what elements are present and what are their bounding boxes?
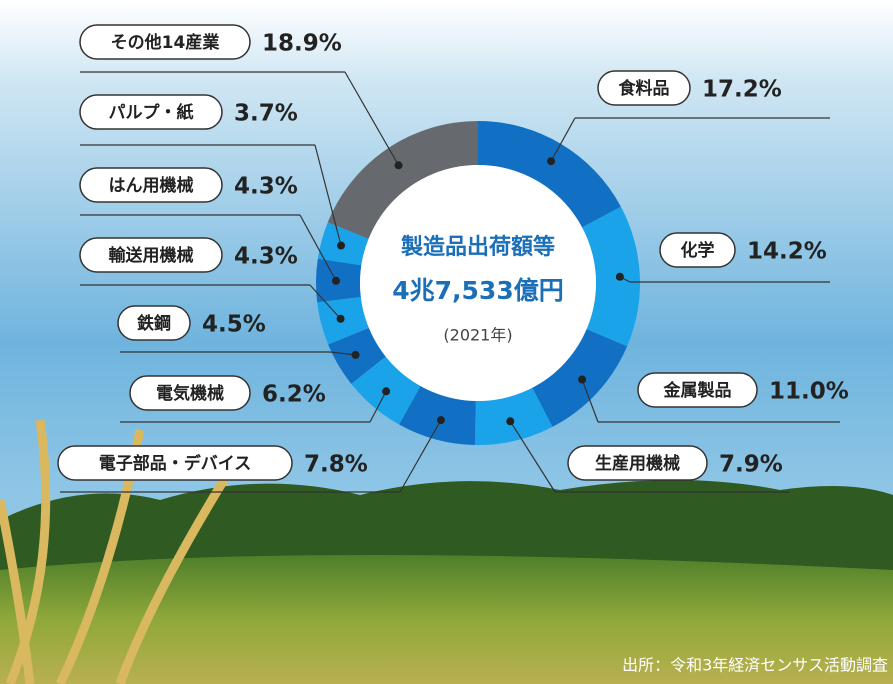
value-label: 14.2%	[747, 239, 827, 265]
value-label: 18.9%	[262, 31, 342, 57]
category-label: 輸送用機械	[109, 245, 194, 266]
leader-line	[329, 351, 356, 356]
leader-line	[369, 390, 387, 423]
label-pill	[597, 70, 691, 106]
label-pill	[567, 445, 708, 481]
leader-dot	[506, 417, 515, 426]
center-title: 製造品出荷額等	[400, 234, 555, 260]
leader-line	[399, 419, 442, 493]
center-total: 4兆7,533億円	[392, 276, 563, 305]
leader-line	[509, 420, 556, 493]
category-label: 鉄鋼	[137, 313, 171, 334]
donut-segment	[478, 121, 621, 228]
leader-dot	[332, 276, 341, 285]
category-label: 電気機械	[156, 383, 224, 404]
category-label: 化学	[681, 240, 715, 261]
leader-dot	[436, 416, 445, 425]
category-label: 食料品	[619, 78, 670, 99]
rice-stalks	[0, 419, 234, 684]
leader-line	[314, 144, 342, 246]
leader-line	[581, 379, 599, 423]
category-label: その他14産業	[111, 32, 220, 53]
leader-dot	[578, 375, 587, 384]
leader-dot	[382, 387, 391, 396]
leader-line	[344, 71, 400, 166]
value-label: 4.3%	[234, 174, 298, 200]
leader-dot	[336, 314, 345, 323]
donut-segment	[327, 121, 478, 239]
donut-segment	[399, 386, 476, 445]
label-pill	[129, 375, 251, 411]
leader-dot	[351, 350, 360, 359]
leader-line	[550, 117, 576, 162]
category-label: 金属製品	[663, 380, 732, 401]
category-label: 電子部品・デバイス	[99, 453, 252, 474]
label-pill	[79, 94, 223, 130]
donut-segment	[474, 387, 553, 445]
field	[0, 555, 893, 684]
value-label: 11.0%	[769, 379, 849, 405]
value-label: 7.8%	[304, 452, 368, 478]
source-note: 出所：令和3年経済センサス活動調査	[622, 656, 888, 675]
category-label: パルプ・紙	[109, 102, 194, 123]
leader-line	[299, 214, 337, 282]
leader-dot	[547, 157, 556, 166]
center-year: (2021年)	[443, 326, 512, 345]
leader-dot	[394, 161, 403, 170]
leader-dot	[615, 272, 624, 281]
category-label: はん用機械	[109, 175, 194, 196]
label-pill	[57, 445, 293, 481]
value-label: 6.2%	[262, 382, 326, 408]
leader-dot	[337, 241, 346, 250]
label-pill	[637, 372, 758, 408]
label-pill	[79, 24, 251, 60]
leader-line	[309, 284, 342, 320]
category-label: 生産用機械	[595, 453, 680, 474]
donut-center	[360, 165, 596, 401]
label-pill	[79, 167, 223, 203]
value-label: 17.2%	[702, 77, 782, 103]
value-label: 3.7%	[234, 101, 298, 127]
value-label: 4.3%	[234, 244, 298, 270]
label-pill	[79, 237, 223, 273]
label-pill	[659, 232, 736, 268]
donut-segment	[582, 206, 640, 347]
label-pill	[117, 305, 191, 341]
value-label: 7.9%	[719, 452, 783, 478]
value-label: 4.5%	[202, 312, 266, 338]
